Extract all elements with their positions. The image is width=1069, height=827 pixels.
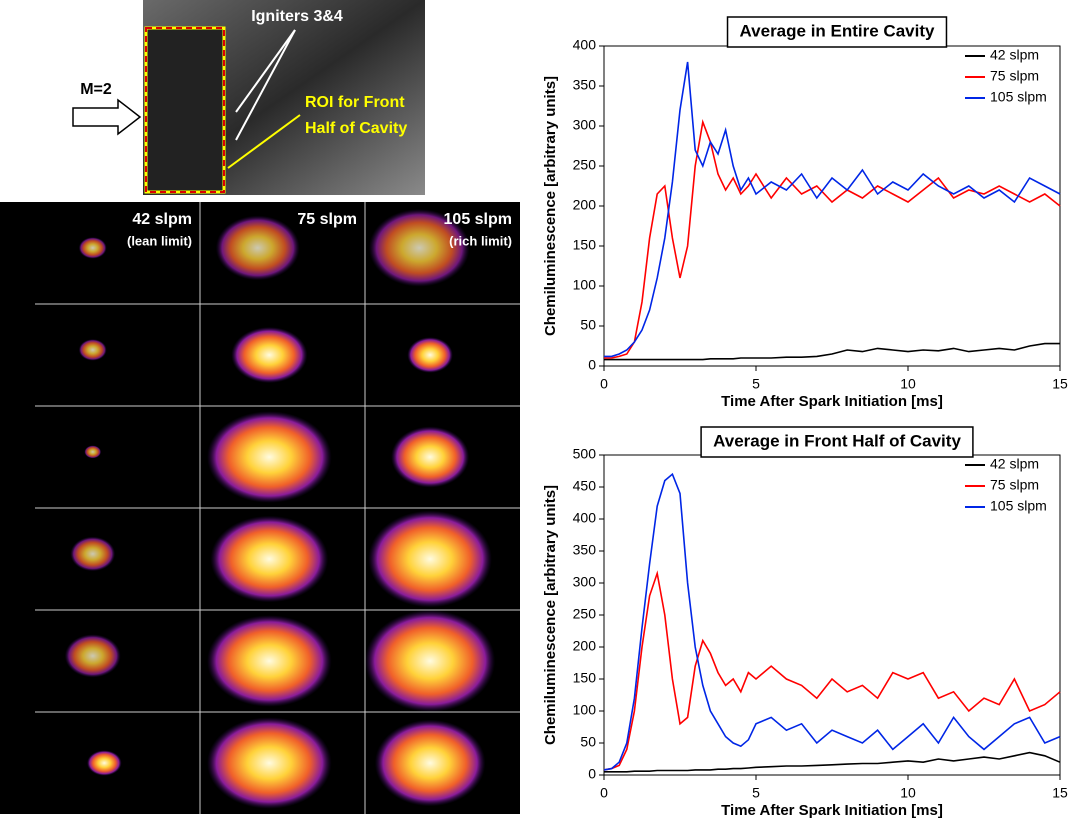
y-tick-label: 350 [573, 77, 597, 93]
x-tick-label: 15 [1052, 376, 1068, 392]
flame [365, 610, 496, 712]
x-axis-label: Time After Spark Initiation [ms] [721, 393, 943, 410]
series-line [604, 118, 1061, 359]
y-tick-label: 300 [573, 574, 597, 590]
row-label: 0.6 ms [11, 228, 28, 278]
y-tick-label: 50 [580, 317, 596, 333]
chart-title: Average in Front Half of Cavity [713, 431, 961, 450]
x-tick-label: 10 [900, 785, 916, 801]
flame [206, 615, 332, 707]
y-axis-label: Chemiluminescence [arbitrary units] [542, 485, 559, 745]
flame [407, 337, 453, 373]
igniters-label: Igniters 3&4 [251, 8, 343, 25]
y-tick-label: 200 [573, 638, 597, 654]
flame [78, 339, 107, 361]
roi-label: ROI for Front [305, 94, 405, 111]
flame [374, 719, 486, 807]
x-tick-label: 5 [752, 376, 760, 392]
flame [206, 411, 332, 503]
legend-label: 105 slpm [990, 498, 1047, 514]
y-tick-label: 300 [573, 117, 597, 133]
title-box [700, 426, 974, 458]
y-tick-label: 250 [573, 157, 597, 173]
column-title: 105 slpm [444, 211, 512, 228]
flame [215, 215, 300, 281]
y-tick-label: 250 [573, 606, 597, 622]
flame [64, 634, 121, 678]
x-tick-label: 0 [600, 376, 608, 392]
y-tick-label: 150 [573, 670, 597, 686]
legend-label: 75 slpm [990, 477, 1039, 493]
y-tick-label: 400 [573, 37, 597, 53]
y-tick-label: 350 [573, 542, 597, 558]
y-axis-label: Chemiluminescence [arbitrary units] [542, 76, 559, 336]
series-line [603, 472, 1061, 771]
roi-box [144, 26, 226, 194]
row-label: 2.8 ms [11, 534, 28, 584]
y-tick-label: 0 [588, 766, 596, 782]
flame [70, 536, 116, 572]
x-tick-label: 15 [1052, 785, 1068, 801]
y-tick-label: 150 [573, 237, 597, 253]
column-note: (lean limit) [127, 233, 192, 248]
series-line [604, 61, 1061, 358]
legend-label: 105 slpm [990, 89, 1047, 105]
x-axis-label: Time After Spark Initiation [ms] [721, 802, 943, 819]
series-line [604, 342, 1060, 361]
flame [206, 717, 332, 809]
flame [391, 426, 470, 488]
arrow [227, 114, 301, 169]
y-tick-label: 0 [588, 357, 596, 373]
y-tick-label: 100 [573, 702, 597, 718]
flame [84, 445, 102, 459]
row-label: 10.3 ms [11, 734, 28, 793]
y-tick-label: 50 [580, 734, 596, 750]
row-label: 1.4 ms [11, 330, 28, 380]
roi-box-dash [145, 27, 225, 193]
flame [368, 209, 470, 287]
legend-label: 42 slpm [990, 47, 1039, 63]
flame [368, 510, 492, 608]
flame [86, 750, 122, 776]
flame [210, 515, 329, 603]
legend-label: 75 slpm [990, 68, 1039, 84]
title-box [726, 16, 948, 48]
chart-title: Average in Entire Cavity [740, 21, 935, 40]
x-tick-label: 10 [900, 376, 916, 392]
x-tick-label: 5 [752, 785, 760, 801]
legend-label: 42 slpm [990, 456, 1039, 472]
arrow [235, 29, 296, 113]
series-line [604, 751, 1061, 773]
row-label: 1.9 ms [11, 432, 28, 482]
arrow [235, 29, 296, 141]
row-label: 3.1 ms [11, 636, 28, 686]
column-title: 75 slpm [297, 211, 357, 228]
roi-label: Half of Cavity [305, 120, 407, 137]
x-tick-label: 0 [600, 785, 608, 801]
column-title: 42 slpm [132, 211, 192, 228]
column-note: (rich limit) [449, 233, 512, 248]
y-tick-label: 200 [573, 197, 597, 213]
image-grid: 0.6 ms 1.4 ms 1.9 ms 2.8 ms 3.1 ms 10.3 ms 42 … [0, 202, 520, 814]
y-tick-label: 100 [573, 277, 597, 293]
inlet-label: M=2 [80, 81, 112, 98]
flame [231, 326, 308, 384]
y-tick-label: 450 [573, 478, 597, 494]
y-tick-label: 400 [573, 510, 597, 526]
inlet-arrow [72, 98, 142, 136]
series-line [603, 570, 1061, 771]
y-tick-label: 500 [573, 446, 597, 462]
flame [78, 237, 107, 259]
